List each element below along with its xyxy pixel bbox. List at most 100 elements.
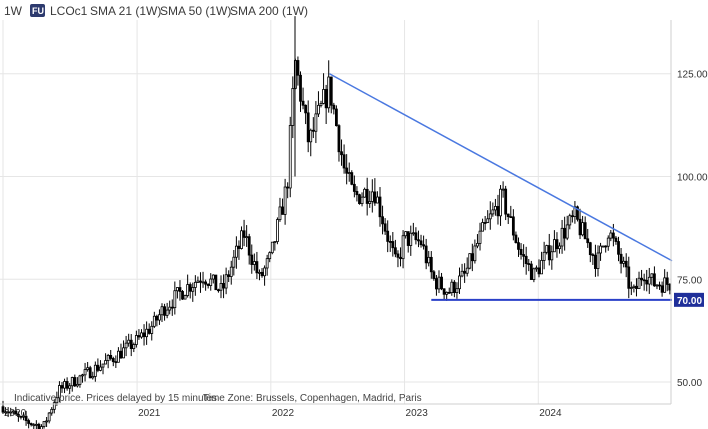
candle-body (558, 245, 561, 250)
candle-body (47, 412, 51, 422)
candle-body (276, 219, 279, 242)
candle-body (463, 270, 467, 274)
candle-body (188, 284, 192, 292)
candle-body (629, 287, 633, 289)
candle-body (522, 254, 526, 257)
candle-body (414, 232, 418, 241)
chart-toolbar: 1W FU LCOc1 SMA 21 (1W) SMA 50 (1W) SMA … (4, 4, 308, 18)
candle-body (301, 100, 305, 106)
candle-body (665, 277, 669, 285)
candle-body (252, 261, 256, 265)
x-tick-label: 2023 (406, 408, 429, 419)
candle-body (496, 206, 500, 217)
candle-body (299, 74, 302, 102)
candle-body (114, 361, 118, 364)
candle-body (201, 281, 205, 284)
indicator-sma200[interactable]: SMA 200 (1W) (230, 4, 308, 18)
candle-body (86, 367, 90, 370)
candle-body (68, 385, 72, 389)
candle-body (222, 283, 225, 289)
candle-body (378, 196, 382, 218)
candle-body (227, 274, 231, 277)
candle-body (196, 280, 200, 283)
candle-body (450, 281, 454, 293)
candle-body (55, 397, 59, 404)
candle-body (565, 224, 569, 239)
candle-body (81, 374, 84, 377)
candle-body (499, 188, 502, 217)
candle-body (437, 276, 441, 290)
candle-body (245, 236, 249, 239)
candle-body (327, 76, 331, 109)
candle-body (363, 188, 367, 198)
candle-body (650, 273, 654, 278)
candle-body (663, 277, 667, 293)
indicator-sma21[interactable]: SMA 21 (1W) (90, 4, 161, 18)
candle-body (183, 295, 187, 300)
candle-body (619, 253, 623, 264)
candle-body (570, 215, 574, 218)
candle-body (658, 284, 661, 287)
candle-body (411, 232, 415, 235)
candle-body (304, 104, 308, 114)
candle-body (399, 256, 402, 260)
candle-body (501, 188, 505, 191)
candle-body (150, 325, 154, 334)
candle-body (563, 227, 567, 239)
candle-body (452, 281, 456, 294)
candle-body (119, 350, 123, 359)
candle-body (175, 287, 179, 292)
candle-body (609, 232, 613, 239)
footer-notes: Indicative price. Prices delayed by 15 m… (14, 393, 422, 404)
trendline[interactable] (329, 73, 673, 262)
candle-body (268, 252, 272, 260)
candle-body (273, 241, 277, 243)
candle-body (96, 364, 100, 371)
candle-body (442, 288, 446, 295)
candle-body (278, 206, 282, 220)
candle-body (347, 172, 351, 174)
candle-body (270, 241, 274, 254)
candle-body (322, 89, 325, 104)
candle-body (137, 335, 141, 338)
candle-body (432, 271, 436, 279)
x-tick-label: 2021 (138, 408, 161, 419)
candle-body (16, 413, 20, 417)
candle-body (640, 277, 643, 281)
candle-body (291, 88, 295, 126)
candle-body (129, 339, 133, 349)
candle-body (604, 245, 608, 248)
candle-body (319, 102, 323, 106)
candle-body (160, 306, 164, 316)
interval-label[interactable]: 1W (4, 4, 23, 18)
candle-body (158, 314, 161, 321)
candle-body (109, 355, 113, 359)
candle-body (311, 129, 315, 132)
candle-body (535, 267, 538, 270)
candle-body (309, 129, 313, 143)
candle-body (22, 415, 25, 418)
candle-body (622, 260, 626, 264)
symbol-label[interactable]: LCOc1 (50, 4, 88, 18)
candle-body (317, 104, 320, 115)
candle-body (581, 222, 585, 236)
candle-body (435, 278, 438, 290)
candle-body (263, 267, 266, 277)
candle-body (511, 216, 515, 236)
candle-body (486, 218, 490, 223)
candle-body (391, 241, 395, 249)
candle-body (286, 186, 290, 189)
candle-body (206, 283, 210, 286)
candle-body (155, 315, 159, 321)
candle-body (232, 256, 236, 268)
candle-body (127, 339, 131, 344)
candle-body (568, 215, 572, 226)
candle-body (217, 289, 220, 292)
indicator-sma50[interactable]: SMA 50 (1W) (160, 4, 231, 18)
candle-body (440, 276, 443, 290)
candle-body (653, 273, 656, 287)
candle-body (147, 328, 151, 334)
candle-body (199, 280, 202, 283)
timezone-note: Time Zone: Brussels, Copenhagen, Madrid,… (203, 393, 422, 404)
